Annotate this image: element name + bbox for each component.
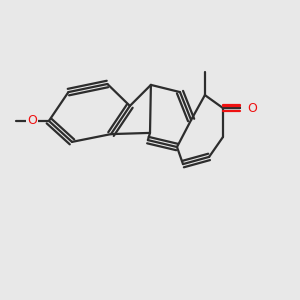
Text: O: O [27,114,37,128]
Text: O: O [248,101,257,115]
